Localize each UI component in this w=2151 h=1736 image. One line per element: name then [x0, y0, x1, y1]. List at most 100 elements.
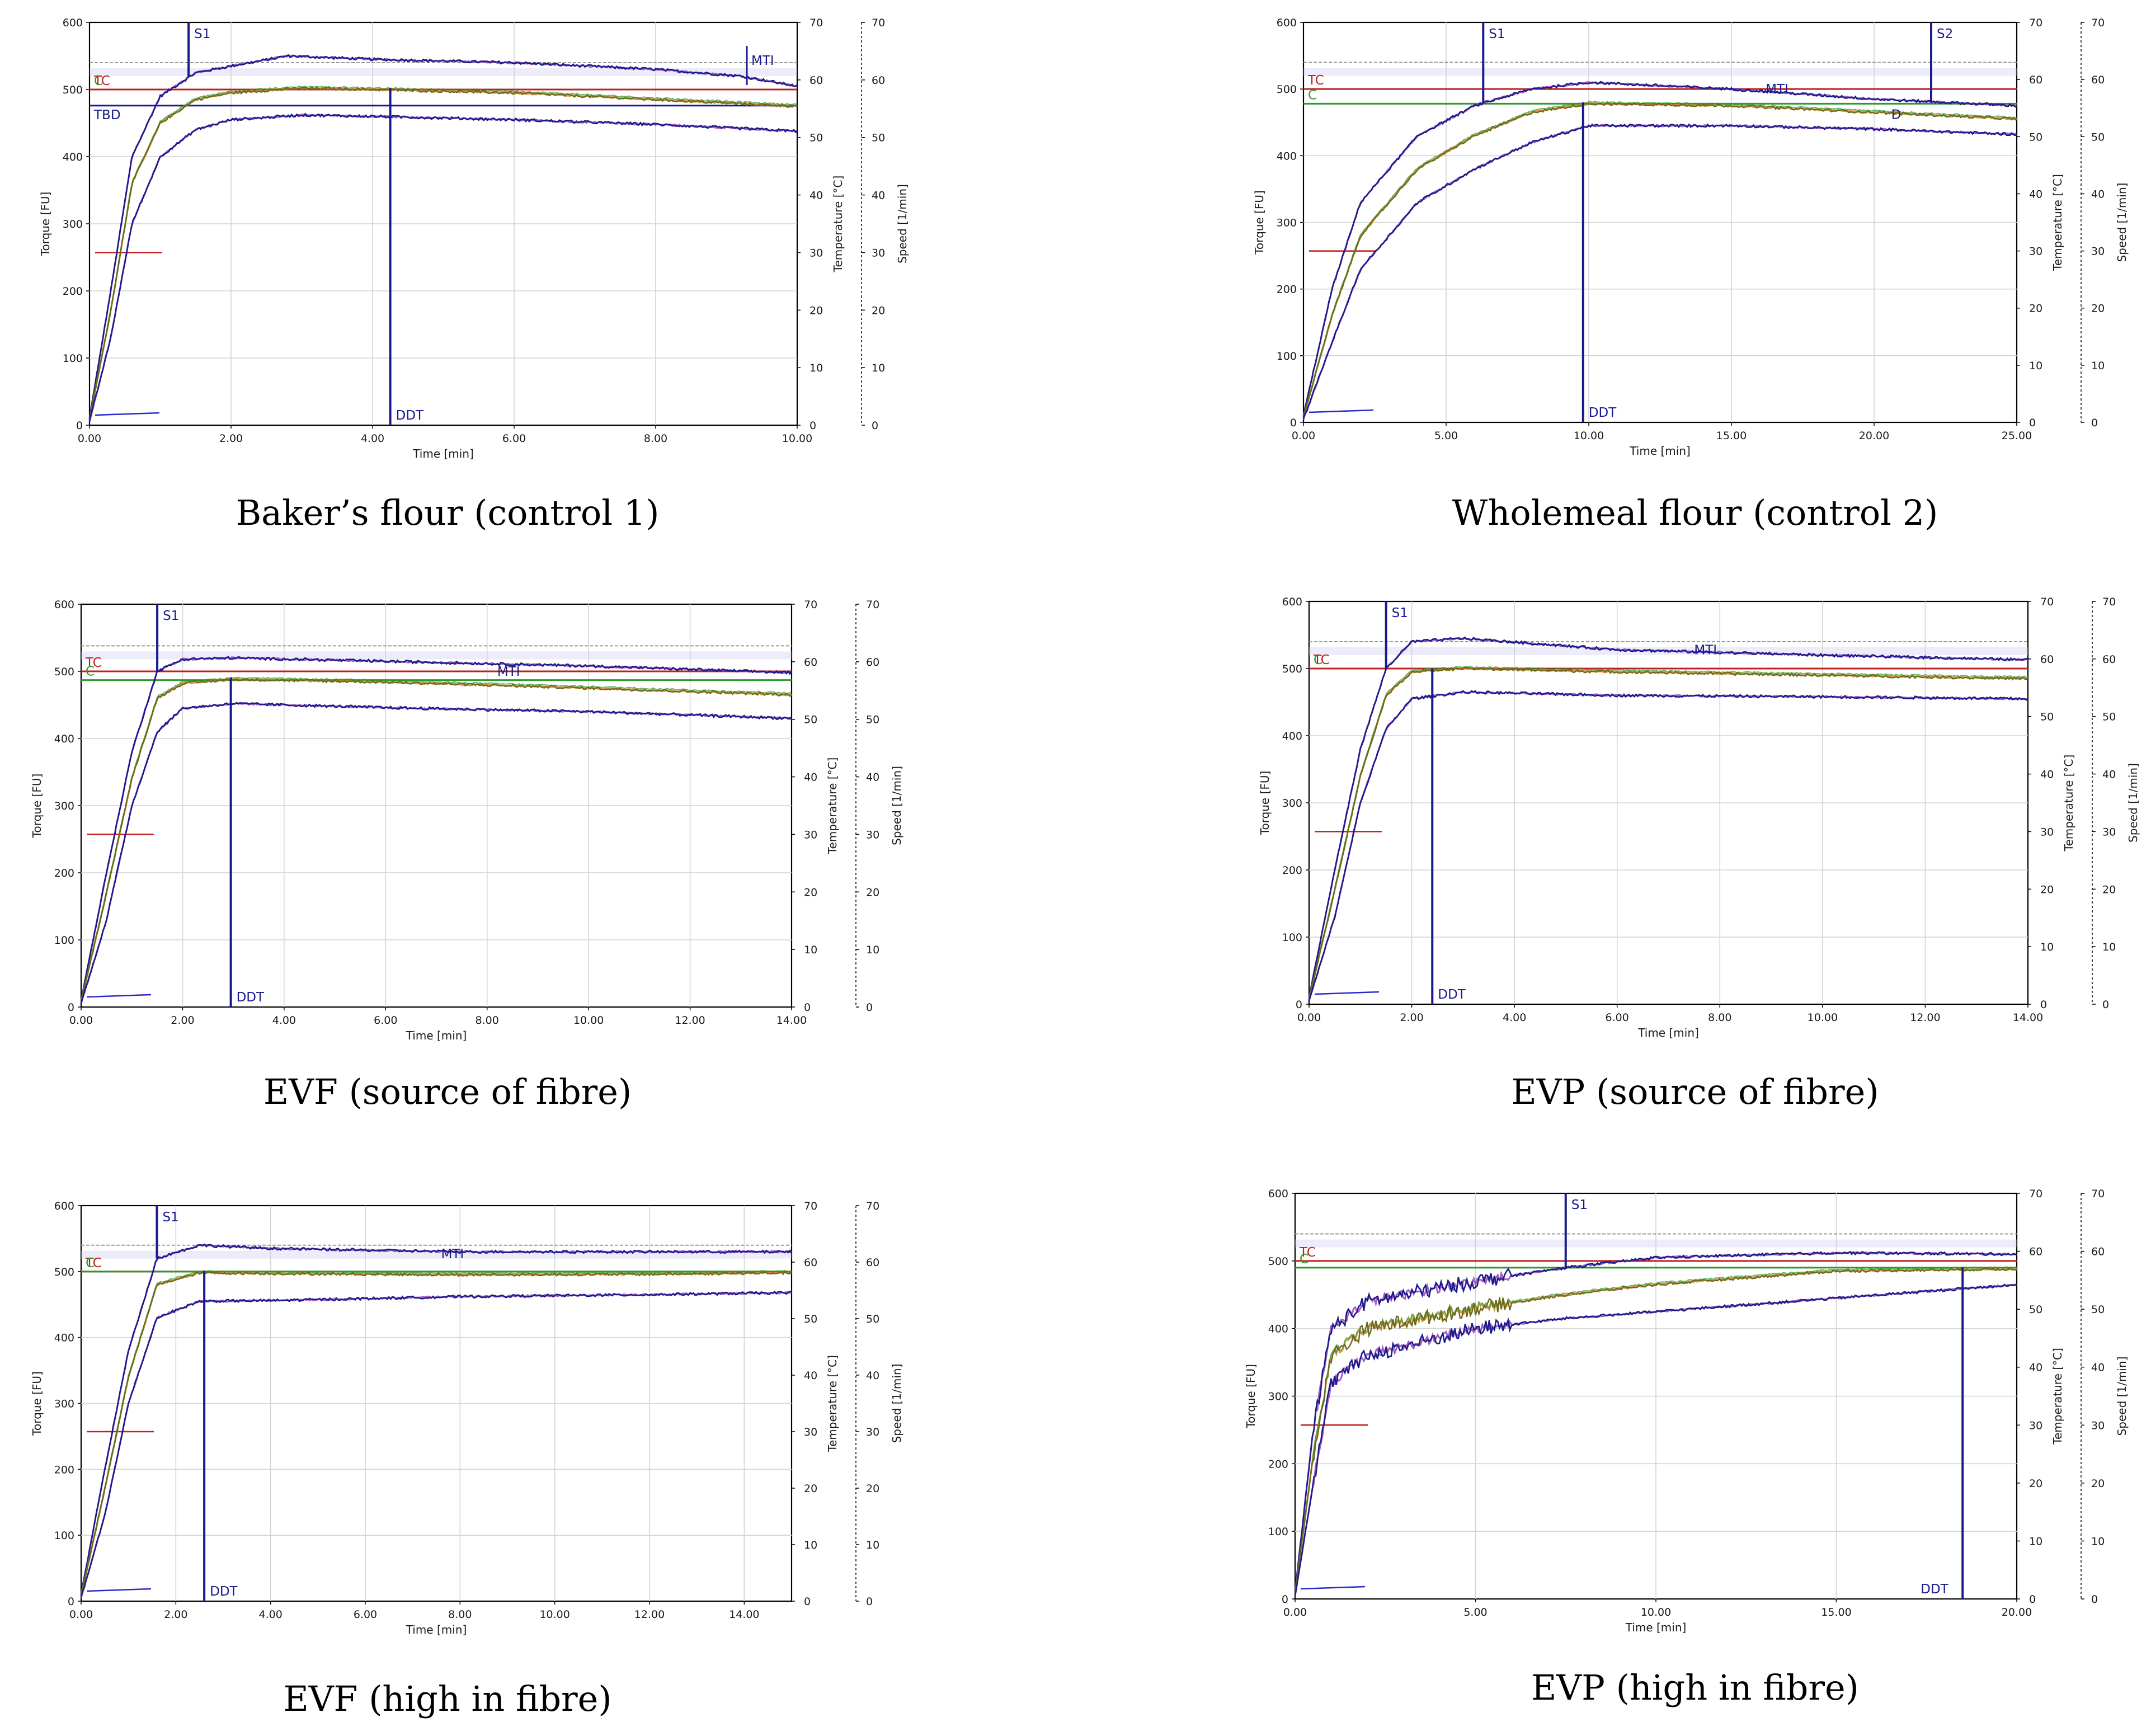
y-tick-label: 200	[1282, 864, 1302, 877]
temp-tick-label: 60	[809, 74, 823, 87]
x-axis-title: Time [min]	[1637, 1026, 1699, 1039]
temp-tick-label: 40	[2029, 188, 2042, 200]
hline-label-tc: TC	[1307, 73, 1324, 88]
hline-label-c: C	[1300, 1252, 1309, 1267]
hline-label-tc: TC	[1313, 653, 1330, 667]
y-tick-label: 600	[1282, 596, 1302, 608]
caption-wholemeal-flour: Wholemeal flour (control 2)	[1452, 492, 1938, 533]
speed-axis-title: Speed [1/min]	[2126, 763, 2140, 843]
y-tick-label: 0	[1282, 1593, 1288, 1606]
y-tick-label: 600	[63, 17, 83, 29]
x-tick-label: 8.00	[1708, 1012, 1731, 1024]
y-tick-label: 100	[1277, 350, 1297, 363]
caption-evf-source: EVF (source of fibre)	[263, 1071, 632, 1112]
speed-axis-title: Speed [1/min]	[2115, 1357, 2129, 1436]
speed-tick-label: 0	[2102, 999, 2109, 1011]
vline-label-ddt: DDT	[1921, 1582, 1948, 1597]
y-tick-label: 400	[63, 151, 83, 163]
chart-panel-2: 0.00 5.00 10.00 15.00 20.00 25.00010020030040…	[1253, 17, 2129, 458]
chart-panel-5: 0.00 2.00 4.00 6.00 8.00 10.00 12.00 14.0001002…	[30, 1200, 903, 1636]
y-axis-title: Torque [FU]	[39, 192, 52, 257]
x-axis-title: Time [min]	[1629, 444, 1691, 458]
x-tick-label: 0.00	[1292, 430, 1315, 442]
speed-tick-label: 60	[2102, 653, 2116, 666]
temp-tick-label: 0	[2029, 1593, 2036, 1606]
x-axis-title: Time [min]	[1625, 1621, 1687, 1634]
speed-tick-label: 10	[866, 1539, 879, 1551]
chart-panel-1: 0.00 2.00 4.00 6.00 8.00 10.00010020030040050…	[39, 17, 909, 460]
series-median-green	[1303, 101, 2017, 415]
x-tick-label: 4.00	[259, 1608, 283, 1621]
temp-tick-label: 70	[809, 17, 823, 29]
temp-tick-label: 10	[2029, 1535, 2042, 1547]
speed-axis-title: Speed [1/min]	[890, 766, 903, 845]
series-median-green	[1309, 665, 2028, 999]
speed-tick-label: 40	[866, 1370, 879, 1382]
x-tick-label: 2.00	[1400, 1012, 1423, 1024]
temp-tick-label: 50	[804, 714, 817, 726]
speed-tick-label: 40	[2091, 1362, 2105, 1374]
speed-tick-label: 70	[866, 1200, 879, 1212]
series-median-green	[81, 1269, 792, 1595]
x-axis-title: Time [min]	[406, 1623, 467, 1636]
caption-evf-high: EVF (high in fibre)	[283, 1678, 612, 1719]
series-median-green	[81, 676, 792, 1000]
caption-bakers-flour: Baker’s flour (control 1)	[236, 492, 660, 533]
x-tick-label: 25.00	[2002, 430, 2032, 442]
y-tick-label: 500	[1268, 1255, 1288, 1268]
x-tick-label: 0.00	[78, 432, 101, 445]
temp-tick-label: 30	[804, 1426, 817, 1438]
x-tick-label: 14.00	[729, 1608, 759, 1621]
x-axis-title: Time [min]	[412, 447, 474, 460]
series-lower-band	[1294, 1283, 2017, 1597]
temp-tick-label: 40	[2029, 1362, 2042, 1374]
mti-band	[1295, 1239, 2017, 1248]
temp-tick-label: 70	[804, 1200, 817, 1212]
x-tick-label: 10.00	[1641, 1606, 1671, 1619]
hline-label-tbd: TBD	[93, 108, 121, 123]
speed-tick-label: 30	[872, 247, 885, 259]
vline-label-ddt: DDT	[210, 1584, 238, 1599]
temp-tick-label: 20	[2040, 883, 2054, 896]
x-tick-label: 2.00	[171, 1014, 194, 1027]
temp-axis-title: Temperature [°C]	[2051, 1348, 2064, 1445]
series-median	[1294, 1267, 2017, 1595]
x-tick-label: 6.00	[1606, 1012, 1629, 1024]
series-lower-band	[1302, 123, 2017, 418]
series-median	[1302, 102, 2017, 417]
y-tick-label: 600	[1277, 17, 1297, 29]
speed-marker	[95, 412, 160, 416]
vline-label-ddt: DDT	[237, 990, 265, 1005]
y-tick-label: 100	[63, 352, 83, 365]
hline-label-tc: TC	[85, 1256, 102, 1271]
y-tick-label: 400	[1268, 1323, 1288, 1335]
temp-tick-label: 40	[804, 771, 817, 784]
vline-label-s1: S1	[194, 27, 210, 41]
x-tick-label: 15.00	[1821, 1606, 1851, 1619]
x-tick-label: 10.00	[782, 432, 812, 445]
temp-tick-label: 60	[804, 656, 817, 669]
speed-tick-label: 20	[866, 1483, 879, 1495]
x-tick-label: 6.00	[374, 1014, 397, 1027]
speed-tick-label: 70	[2091, 1188, 2105, 1200]
y-tick-label: 500	[54, 1266, 74, 1278]
y-tick-label: 0	[1296, 999, 1302, 1011]
vline-label-ddt: DDT	[1438, 987, 1466, 1002]
chart-panel-4: 0.00 2.00 4.00 6.00 8.00 10.00 12.00 14.0001002…	[1258, 596, 2140, 1039]
y-tick-label: 600	[54, 1200, 74, 1212]
y-tick-label: 600	[1268, 1188, 1288, 1200]
mti-band	[1303, 68, 2017, 76]
series-median	[88, 86, 798, 419]
x-tick-label: 15.00	[1716, 430, 1747, 442]
x-tick-label: 4.00	[272, 1014, 296, 1027]
y-tick-label: 0	[76, 420, 83, 432]
hline-label-c: C	[86, 1256, 95, 1271]
x-tick-label: 12.00	[634, 1608, 665, 1621]
speed-tick-label: 0	[872, 420, 878, 432]
y-tick-label: 100	[1282, 931, 1302, 944]
y-tick-label: 0	[68, 1001, 74, 1014]
temp-tick-label: 50	[809, 132, 823, 144]
x-tick-label: 8.00	[448, 1608, 472, 1621]
mti-band	[90, 68, 797, 76]
temp-tick-label: 50	[2029, 1304, 2042, 1316]
